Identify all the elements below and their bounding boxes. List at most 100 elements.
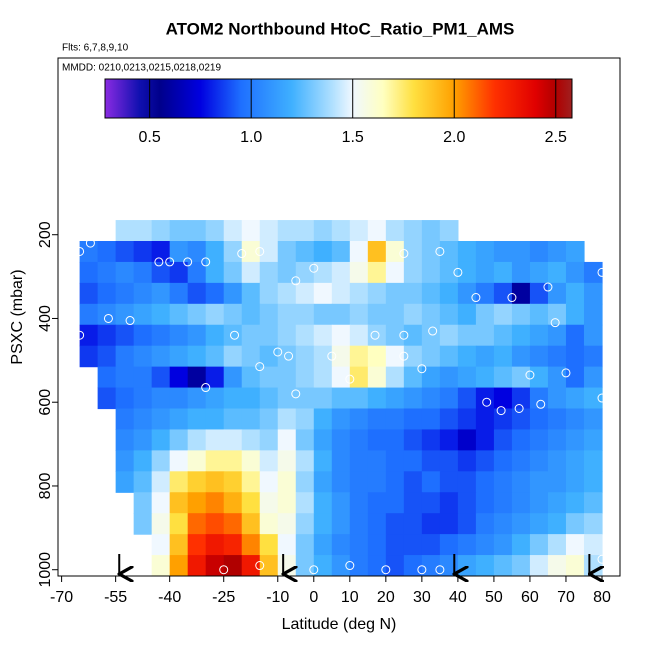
heatmap-cell (439, 261, 459, 284)
heatmap-cell (223, 492, 243, 514)
heatmap-cell (151, 471, 171, 493)
x-tick-label: 0 (309, 589, 318, 606)
heatmap-cell (493, 429, 513, 451)
heatmap-cell (259, 513, 279, 535)
heatmap-cell (439, 450, 459, 472)
heatmap-cell (421, 534, 441, 556)
heatmap-cell (241, 408, 261, 431)
heatmap-cell (547, 324, 567, 347)
heatmap-cell (223, 513, 243, 535)
sample-point (496, 406, 506, 416)
heatmap-cell (547, 303, 567, 326)
heatmap-cell (565, 408, 585, 431)
sample-point (255, 362, 265, 372)
heatmap-cell (385, 408, 405, 431)
sample-point (291, 389, 301, 399)
heatmap-cell (565, 324, 585, 347)
heatmap-cell (385, 471, 405, 493)
heatmap-cell (331, 471, 351, 493)
colorbar-tick-label: 0.5 (139, 129, 161, 146)
heatmap-cell (475, 240, 495, 263)
heatmap-cell (241, 240, 261, 263)
heatmap-cell (205, 345, 225, 368)
heatmap-cell (187, 513, 207, 535)
heatmap-cell (133, 303, 153, 326)
heatmap-cell (457, 534, 477, 556)
heatmap-cell (187, 261, 207, 284)
heatmap-cell (475, 450, 495, 472)
heatmap-cell (115, 282, 135, 305)
heatmap-cell (115, 303, 135, 326)
heatmap-cell (349, 220, 369, 242)
heatmap-cell (97, 282, 117, 305)
heatmap-cell (187, 345, 207, 368)
heatmap-cell (223, 303, 243, 326)
heatmap-cell (115, 387, 135, 410)
heatmap-cell (295, 408, 315, 431)
heatmap-cell (367, 534, 387, 556)
x-tick-label: 80 (593, 589, 611, 606)
heatmap-cell (547, 282, 567, 305)
heatmap-cell (187, 303, 207, 326)
heatmap-cell (259, 492, 279, 514)
sample-point (125, 316, 135, 326)
heatmap-cell (529, 345, 549, 368)
heatmap-cell (529, 534, 549, 556)
heatmap-cell (439, 324, 459, 347)
heatmap-cell (457, 240, 477, 263)
heatmap-cell (169, 220, 189, 242)
heatmap-cell (259, 220, 279, 242)
sample-point (597, 267, 607, 277)
heatmap-cell (223, 429, 243, 451)
heatmap-cell (457, 429, 477, 451)
heatmap-cell (565, 240, 585, 263)
heatmap-cell (529, 366, 549, 389)
heatmap-cell (223, 324, 243, 347)
heatmap-cell (439, 555, 459, 576)
x-tick-label: -55 (104, 589, 127, 606)
heatmap-cell (259, 534, 279, 556)
heatmap-cell (241, 555, 261, 576)
heatmap-cell (403, 324, 423, 347)
heatmap-cell (277, 240, 297, 263)
colorbar-tick-label: 1.5 (342, 129, 364, 146)
heatmap-cell (583, 450, 603, 472)
heatmap-cell (493, 450, 513, 472)
heatmap-cell (151, 555, 171, 576)
heatmap-cell (259, 366, 279, 389)
sample-point (201, 383, 211, 393)
heatmap-cell (331, 366, 351, 389)
heatmap-cell (241, 220, 261, 242)
heatmap-cell (151, 303, 171, 326)
heatmap-cell (151, 492, 171, 514)
heatmap-cell (331, 408, 351, 431)
heatmap-cell (151, 450, 171, 472)
heatmap-cell (223, 220, 243, 242)
heatmap-cell (529, 324, 549, 347)
heatmap-cell (169, 366, 189, 389)
heatmap-cell (547, 555, 567, 576)
heatmap-cell (583, 408, 603, 431)
heatmap-cell (457, 450, 477, 472)
heatmap-cell (133, 471, 153, 493)
heatmap-cell (385, 513, 405, 535)
heatmap-cell (259, 555, 279, 576)
heatmap-cell (205, 471, 225, 493)
heatmap-cell (169, 471, 189, 493)
heatmap-cell (151, 324, 171, 347)
heatmap-cell (547, 492, 567, 514)
heatmap-cell (115, 408, 135, 431)
heatmap-cell (439, 345, 459, 368)
heatmap-cell (205, 282, 225, 305)
heatmap-cell (457, 492, 477, 514)
heatmap-cell (241, 366, 261, 389)
heatmap-cell (511, 282, 531, 305)
sample-point (284, 351, 294, 361)
heatmap-cell (493, 555, 513, 576)
heatmap-cell (511, 408, 531, 431)
heatmap-cell (241, 261, 261, 284)
heatmap-cell (403, 513, 423, 535)
heatmap-cell (313, 534, 333, 556)
sample-point (482, 397, 492, 407)
sample-point (75, 246, 85, 256)
